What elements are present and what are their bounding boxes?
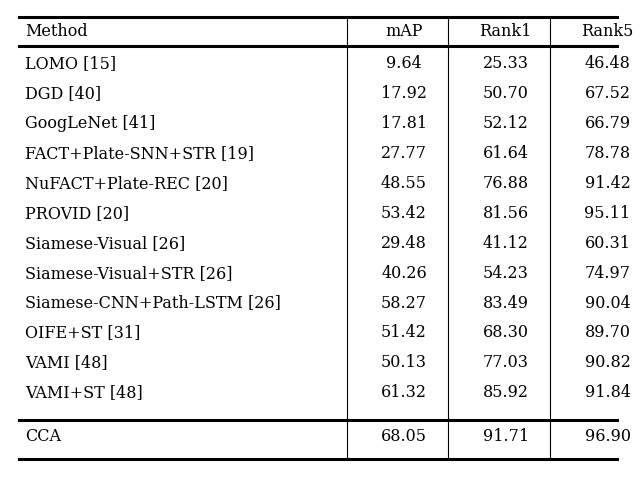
Text: 48.55: 48.55 <box>381 175 427 192</box>
Text: Siamese-CNN+Path-LSTM [26]: Siamese-CNN+Path-LSTM [26] <box>26 294 282 312</box>
Text: 85.92: 85.92 <box>483 384 529 401</box>
Text: Rank5: Rank5 <box>581 23 634 40</box>
Text: 54.23: 54.23 <box>483 265 529 282</box>
Text: Siamese-Visual [26]: Siamese-Visual [26] <box>26 235 186 252</box>
Text: VAMI [48]: VAMI [48] <box>26 354 108 371</box>
Text: Siamese-Visual+STR [26]: Siamese-Visual+STR [26] <box>26 265 233 282</box>
Text: 78.78: 78.78 <box>584 145 630 162</box>
Text: 52.12: 52.12 <box>483 115 529 132</box>
Text: 27.77: 27.77 <box>381 145 427 162</box>
Text: 68.30: 68.30 <box>483 325 529 341</box>
Text: 91.42: 91.42 <box>584 175 630 192</box>
Text: 29.48: 29.48 <box>381 235 427 252</box>
Text: mAP: mAP <box>385 23 422 40</box>
Text: 61.64: 61.64 <box>483 145 529 162</box>
Text: 58.27: 58.27 <box>381 294 427 312</box>
Text: 91.84: 91.84 <box>584 384 630 401</box>
Text: 90.04: 90.04 <box>584 294 630 312</box>
Text: 77.03: 77.03 <box>483 354 529 371</box>
Text: 40.26: 40.26 <box>381 265 427 282</box>
Text: 25.33: 25.33 <box>483 55 529 72</box>
Text: 67.52: 67.52 <box>584 85 630 102</box>
Text: OIFE+ST [31]: OIFE+ST [31] <box>26 325 141 341</box>
Text: 41.12: 41.12 <box>483 235 529 252</box>
Text: 61.32: 61.32 <box>381 384 427 401</box>
Text: 60.31: 60.31 <box>584 235 630 252</box>
Text: 17.81: 17.81 <box>381 115 427 132</box>
Text: 91.71: 91.71 <box>483 428 529 445</box>
Text: NuFACT+Plate-REC [20]: NuFACT+Plate-REC [20] <box>26 175 228 192</box>
Text: 50.70: 50.70 <box>483 85 529 102</box>
Text: GoogLeNet [41]: GoogLeNet [41] <box>26 115 156 132</box>
Text: 46.48: 46.48 <box>584 55 630 72</box>
Text: Rank1: Rank1 <box>479 23 532 40</box>
Text: LOMO [15]: LOMO [15] <box>26 55 116 72</box>
Text: Method: Method <box>26 23 88 40</box>
Text: DGD [40]: DGD [40] <box>26 85 102 102</box>
Text: 95.11: 95.11 <box>584 205 630 222</box>
Text: 17.92: 17.92 <box>381 85 427 102</box>
Text: 66.79: 66.79 <box>584 115 630 132</box>
Text: 68.05: 68.05 <box>381 428 427 445</box>
Text: 90.82: 90.82 <box>584 354 630 371</box>
Text: 89.70: 89.70 <box>584 325 630 341</box>
Text: 74.97: 74.97 <box>584 265 630 282</box>
Text: VAMI+ST [48]: VAMI+ST [48] <box>26 384 143 401</box>
Text: 81.56: 81.56 <box>483 205 529 222</box>
Text: PROVID [20]: PROVID [20] <box>26 205 129 222</box>
Text: FACT+Plate-SNN+STR [19]: FACT+Plate-SNN+STR [19] <box>26 145 255 162</box>
Text: 53.42: 53.42 <box>381 205 427 222</box>
Text: 76.88: 76.88 <box>483 175 529 192</box>
Text: 96.90: 96.90 <box>584 428 630 445</box>
Text: 51.42: 51.42 <box>381 325 427 341</box>
Text: CCA: CCA <box>26 428 61 445</box>
Text: 83.49: 83.49 <box>483 294 529 312</box>
Text: 50.13: 50.13 <box>381 354 427 371</box>
Text: 9.64: 9.64 <box>386 55 422 72</box>
